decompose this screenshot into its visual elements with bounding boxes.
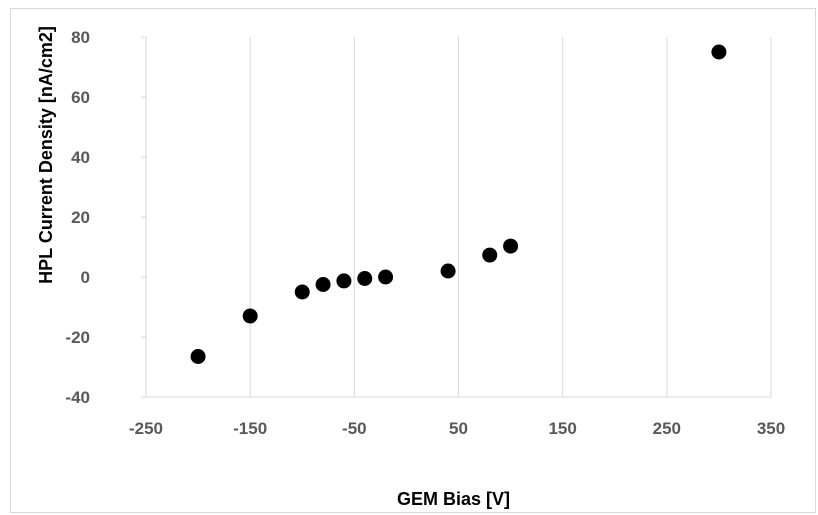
x-tick-label: 350 bbox=[757, 419, 785, 438]
x-tick-label: -50 bbox=[342, 419, 367, 438]
data-points bbox=[190, 44, 727, 364]
y-tick-label: 20 bbox=[71, 208, 90, 227]
data-point bbox=[242, 308, 258, 324]
axes bbox=[141, 36, 771, 398]
x-tick-label: 150 bbox=[548, 419, 576, 438]
grid-lines bbox=[145, 37, 772, 397]
tick-labels: -40 -20 0 20 40 60 80 -250 -150 -50 50 150 250 350 bbox=[65, 28, 785, 438]
x-axis-title: GEM Bias [V] bbox=[397, 489, 510, 509]
data-point bbox=[482, 247, 498, 263]
data-point bbox=[503, 238, 519, 254]
y-tick-label: -40 bbox=[65, 388, 90, 407]
data-point bbox=[378, 269, 394, 285]
y-tick-label: 80 bbox=[71, 28, 90, 47]
data-point bbox=[336, 273, 352, 289]
x-tick-label: 250 bbox=[653, 419, 681, 438]
y-tick-label: 0 bbox=[81, 268, 90, 287]
x-tick-label: 50 bbox=[449, 419, 468, 438]
y-axis-title: HPL Current Density [nA/cm2] bbox=[36, 26, 56, 284]
chart-frame bbox=[10, 8, 816, 513]
x-tick-label: -150 bbox=[233, 419, 267, 438]
data-point bbox=[357, 271, 373, 286]
data-point bbox=[294, 284, 310, 300]
y-tick-label: -20 bbox=[65, 328, 90, 347]
y-tick-label: 40 bbox=[71, 148, 90, 167]
data-point bbox=[440, 263, 456, 279]
data-point bbox=[711, 44, 727, 60]
x-tick-label: -250 bbox=[129, 419, 163, 438]
data-point bbox=[315, 277, 331, 292]
data-point bbox=[190, 349, 206, 364]
y-tick-label: 60 bbox=[71, 88, 90, 107]
